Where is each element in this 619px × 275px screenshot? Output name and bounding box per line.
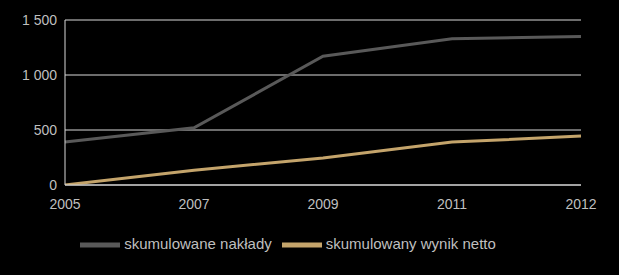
svg-text:2007: 2007 [178, 196, 209, 212]
svg-text:0: 0 [49, 177, 57, 193]
svg-text:1 000: 1 000 [22, 67, 57, 83]
svg-text:500: 500 [34, 122, 58, 138]
svg-text:2005: 2005 [49, 196, 80, 212]
svg-text:2011: 2011 [437, 196, 467, 212]
html-text:skumulowane nakłady: skumulowane nakłady [124, 235, 272, 252]
svg-text:2012: 2012 [565, 196, 596, 212]
svg-text:2009: 2009 [307, 196, 338, 212]
svg-text:1 500: 1 500 [22, 12, 57, 28]
html-text:skumulowany wynik netto: skumulowany wynik netto [325, 235, 496, 252]
